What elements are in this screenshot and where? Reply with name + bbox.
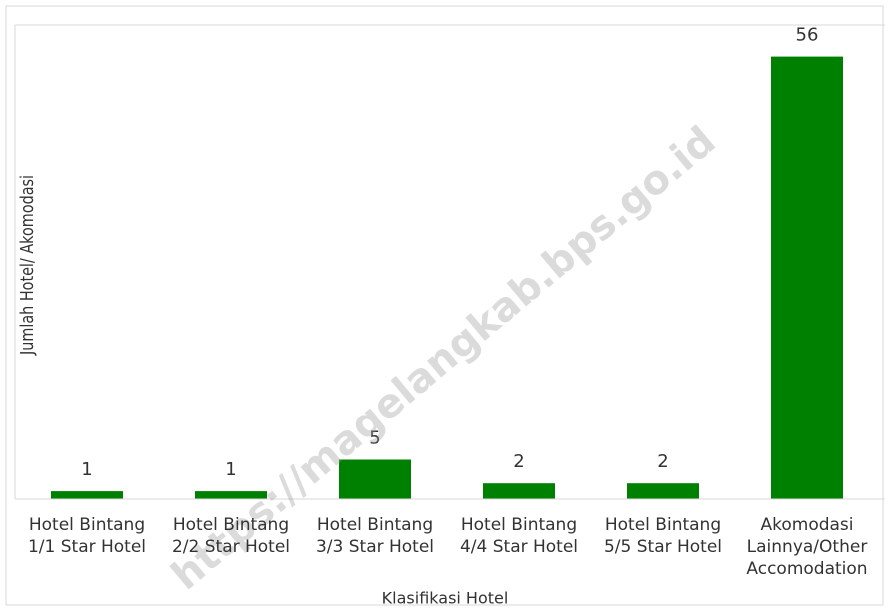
data-label: 2: [657, 451, 668, 472]
bar: [483, 483, 555, 499]
data-label: 1: [81, 459, 92, 480]
x-tick-label: Hotel Bintang 2/2 Star Hotel: [171, 515, 291, 557]
x-tick-label: Hotel Bintang 4/4 Star Hotel: [459, 515, 579, 557]
data-label: 2: [513, 451, 524, 472]
bar: [195, 491, 267, 499]
chart-border: [5, 5, 884, 606]
data-label: 5: [369, 428, 380, 449]
y-axis-title: Jumlah Hotel/ Akomodasi: [16, 175, 37, 356]
x-tick-label: Hotel Bintang 1/1 Star Hotel: [27, 515, 147, 557]
bar: [51, 491, 123, 499]
x-axis-title: Klasifikasi Hotel: [382, 589, 509, 608]
data-label: 1: [225, 459, 236, 480]
data-label: 56: [796, 25, 819, 46]
bar: [771, 56, 843, 499]
x-tick-label: Hotel Bintang 5/5 Star Hotel: [603, 515, 723, 557]
bar: [627, 483, 699, 499]
x-tick-label: Akomodasi Lainnya/Other Accomodation: [746, 515, 868, 579]
x-tick-label: Hotel Bintang 3/3 Star Hotel: [315, 515, 435, 557]
bar: [339, 459, 411, 499]
